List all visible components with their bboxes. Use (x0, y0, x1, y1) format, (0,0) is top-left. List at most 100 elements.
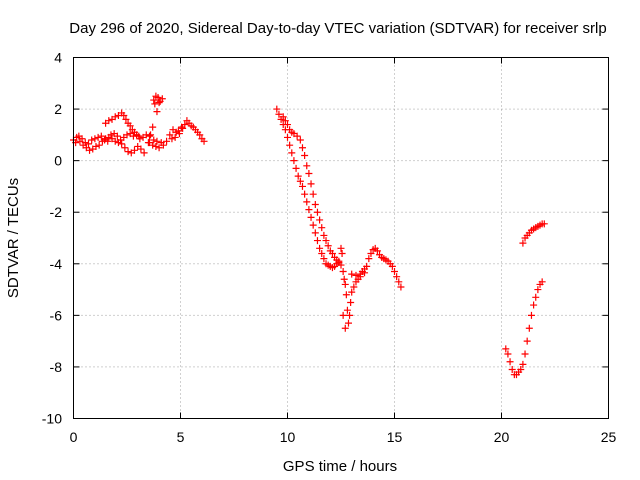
data-point-8-1 (504, 350, 512, 358)
y-axis-label: SDTVAR / TECUs (5, 178, 22, 298)
data-point-2-6 (120, 112, 128, 120)
y-tick-label-4: -2 (50, 204, 63, 220)
data-point-8-2 (506, 358, 514, 366)
data-point-5-0 (273, 105, 281, 113)
data-point-8-8 (519, 360, 527, 368)
data-point-0-7 (92, 142, 100, 150)
data-point-5-5 (284, 133, 291, 141)
data-point-8-15 (534, 286, 542, 294)
data-point-6-1 (281, 117, 289, 125)
data-point-0-13 (111, 137, 119, 145)
y-tick-label-7: 4 (54, 50, 62, 66)
x-tick-label-2: 10 (280, 429, 296, 445)
y-tick-label-1: -8 (50, 359, 63, 375)
data-point-4-17 (168, 135, 176, 143)
data-point-7-35 (397, 283, 405, 291)
data-point-7-3 (340, 275, 348, 283)
data-point-7-24 (373, 247, 381, 255)
data-point-9-0 (519, 239, 527, 247)
data-point-4-6 (179, 124, 187, 132)
series-track-j (519, 220, 548, 247)
data-point-1-6 (91, 135, 99, 143)
data-point-8-13 (530, 301, 538, 309)
data-point-5-1 (275, 110, 283, 118)
data-point-7-4 (341, 280, 349, 288)
grid (73, 57, 609, 419)
y-tick-label-3: -4 (50, 256, 63, 272)
data-point-4-18 (171, 133, 179, 141)
data-point-5-9 (292, 164, 300, 172)
x-tick-label-5: 25 (601, 429, 617, 445)
data-point-4-2 (166, 131, 174, 139)
chart-title: Day 296 of 2020, Sidereal Day-to-day VTE… (69, 20, 606, 37)
data-point-7-33 (393, 273, 401, 281)
data-point-8-3 (508, 366, 516, 374)
data-point-7-10 (346, 311, 354, 319)
data-point-1-10 (104, 137, 112, 145)
data-point-8-0 (502, 345, 510, 353)
data-point-7-12 (348, 288, 356, 296)
data-point-4-19 (174, 127, 182, 135)
data-point-7-31 (388, 262, 396, 270)
data-point-6-17 (318, 224, 326, 232)
series-track-e (159, 117, 208, 149)
data-point-4-1 (163, 137, 171, 145)
data-point-7-11 (347, 298, 355, 306)
data-point-5-19 (313, 237, 321, 245)
data-point-0-19 (130, 146, 138, 154)
data-point-7-6 (343, 306, 351, 314)
data-point-7-0 (337, 244, 345, 252)
data-point-2-3 (111, 113, 119, 121)
data-point-3-4 (158, 95, 166, 103)
data-point-5-8 (290, 157, 298, 165)
data-point-2-13 (135, 132, 143, 140)
data-point-0-16 (121, 144, 129, 152)
data-point-5-16 (307, 213, 315, 221)
data-point-8-17 (538, 278, 546, 286)
data-point-5-22 (320, 255, 328, 263)
data-point-1-4 (84, 140, 92, 148)
data-point-6-18 (320, 231, 328, 239)
data-point-7-34 (395, 278, 403, 286)
data-point-7-21 (367, 249, 375, 257)
data-point-6-20 (324, 242, 332, 250)
x-axis-label: GPS time / hours (283, 458, 397, 475)
data-point-1-25 (153, 137, 161, 145)
data-point-3-0 (150, 96, 158, 104)
data-point-7-36 (348, 270, 356, 278)
data-point-7-20 (365, 255, 373, 263)
data-point-1-23 (145, 132, 153, 140)
data-point-1-7 (94, 133, 102, 141)
data-point-7-19 (363, 262, 371, 270)
x-tick-label-1: 5 (177, 429, 185, 445)
data-point-1-2 (78, 135, 86, 143)
data-point-5-11 (296, 177, 304, 185)
data-point-5-7 (288, 149, 296, 157)
data-point-0-8 (95, 141, 103, 149)
data-point-6-0 (279, 113, 287, 121)
data-point-6-11 (305, 170, 313, 178)
data-point-6-6 (293, 132, 301, 140)
data-point-3-7 (153, 108, 161, 116)
y-tick-label-5: 0 (54, 153, 62, 169)
data-point-7-8 (339, 311, 347, 319)
data-point-8-7 (517, 366, 525, 374)
data-point-0-26 (155, 144, 163, 152)
data-point-6-26 (337, 261, 345, 269)
data-point-7-9 (341, 324, 349, 332)
x-tick-label-4: 20 (494, 429, 510, 445)
data-point-6-10 (303, 162, 311, 170)
data-point-2-7 (122, 115, 130, 123)
data-point-7-7 (344, 319, 352, 327)
data-point-5-21 (318, 249, 326, 257)
y-tick-label-0: -10 (42, 411, 62, 427)
data-point-4-0 (159, 141, 167, 149)
y-tick-label-6: 2 (54, 101, 62, 117)
data-point-6-9 (301, 151, 309, 159)
data-point-0-25 (152, 142, 160, 150)
data-point-9-10 (540, 220, 548, 228)
series-track-c (102, 109, 143, 140)
data-point-2-9 (126, 122, 134, 130)
data-point-6-16 (316, 216, 324, 224)
data-point-1-5 (88, 136, 96, 144)
